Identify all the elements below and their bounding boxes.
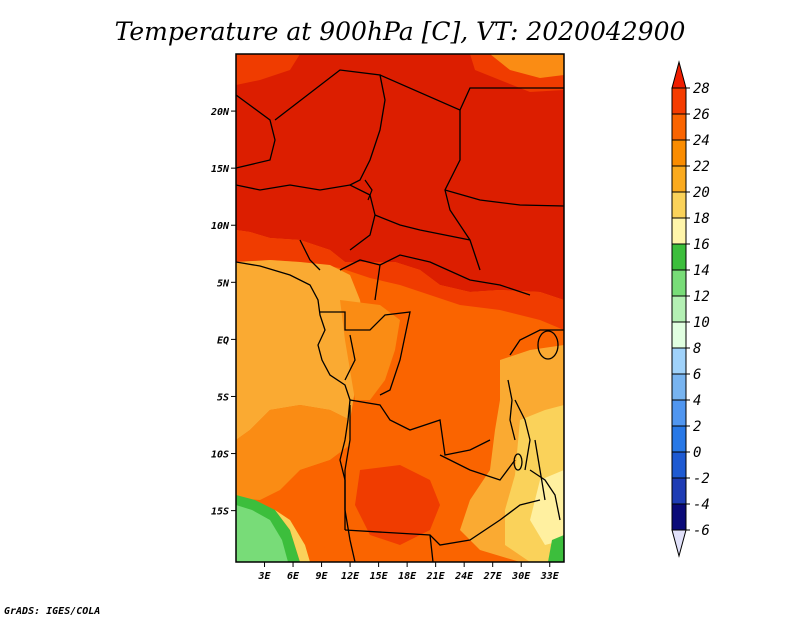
colorbar-bin (671, 295, 687, 323)
colorbar-bin (671, 503, 687, 531)
field-12-14-southwest (236, 505, 288, 562)
field-26-28-northwest (236, 54, 300, 85)
colorbar-bin (671, 217, 687, 245)
colorbar-label: 0 (693, 445, 701, 461)
colorbar-bottom-triangle (671, 529, 687, 558)
colorbar-bin (671, 477, 687, 505)
colorbar-bin (671, 243, 687, 271)
colorbar-top-triangle (671, 60, 687, 89)
y-tick-label: 15N (211, 164, 230, 175)
colorbar-bin (671, 399, 687, 427)
great-lakes (507, 330, 559, 501)
x-tick-label: 6E (287, 571, 300, 582)
y-axis: 20N 15N 10N 5N EQ 5S 10S 15S (210, 107, 236, 518)
country-boundaries (236, 69, 564, 562)
colorbar-label: 4 (693, 393, 701, 409)
field-22-24-congo (340, 300, 400, 400)
colorbar-bin (671, 165, 687, 193)
colorbar-bin (671, 191, 687, 219)
field-16-18-southwest-edge (275, 510, 310, 562)
x-tick-label: 18E (398, 571, 417, 582)
colorbar-bin (671, 347, 687, 375)
colorbar-label: 20 (693, 185, 710, 201)
map-panel: 3E 6E 9E 12E 15E 18E 21E 24E 27E 30E 33E 20N 15N 10N… (210, 53, 565, 582)
colorbar-label: 18 (693, 211, 710, 227)
x-tick-label: 33E (540, 571, 560, 582)
field-16-18-east (530, 470, 564, 545)
colorbar-label: 22 (693, 159, 710, 175)
x-tick-label: 27E (483, 571, 503, 582)
colorbar-bin (671, 269, 687, 297)
lake-chad-outline (364, 179, 373, 201)
x-tick-label: 15E (370, 571, 389, 582)
colorbar-label: -2 (693, 471, 710, 487)
field-26-28-north-edge (236, 230, 564, 330)
x-tick-label: 24E (454, 571, 474, 582)
x-tick-label: 9E (316, 571, 329, 582)
field-26-28-south (355, 465, 440, 545)
colorbar-bin (671, 373, 687, 401)
colorbar-label: -4 (693, 497, 710, 513)
colorbar-bin (671, 425, 687, 453)
colorbar-label: 2 (693, 419, 701, 435)
colorbar-label: 28 (693, 81, 710, 97)
colorbar-label: 8 (693, 341, 701, 357)
coastline (236, 261, 356, 562)
field-14-16-southeast (548, 535, 564, 562)
grads-credit: GrADS: IGES/COLA (4, 606, 100, 617)
x-tick-label: 21E (426, 571, 446, 582)
colorbar-bin (671, 87, 687, 115)
colorbar-label: 26 (693, 107, 710, 123)
x-tick-label: 12E (341, 571, 360, 582)
x-tick-label: 30E (511, 571, 531, 582)
y-tick-label: 20N (210, 107, 230, 118)
colorbar-label: 24 (693, 133, 710, 149)
colorbar-label: 10 (693, 315, 710, 331)
temperature-field (236, 54, 564, 562)
colorbar-label: -6 (693, 523, 710, 539)
y-tick-label: 15S (211, 507, 229, 518)
field-above-28-north (236, 54, 564, 300)
colorbar-bin (671, 139, 687, 167)
colorbar-label: 6 (693, 367, 701, 383)
map-frame (235, 53, 565, 563)
field-22-24-southwest (236, 405, 350, 500)
y-tick-label: 10N (211, 221, 230, 232)
colorbar-bin (671, 113, 687, 141)
y-tick-label: 10S (211, 450, 229, 461)
x-tick-label: 3E (257, 571, 271, 582)
field-20-22-west (236, 260, 365, 440)
map-title: Temperature at 900hPa [C], VT: 202004290… (115, 17, 686, 46)
field-22-24-northeast (490, 54, 564, 78)
y-tick-label: 5S (217, 392, 229, 403)
y-tick-label: EQ (217, 335, 229, 346)
colorbar-label: 16 (693, 237, 710, 253)
y-tick-label: 5N (217, 278, 230, 289)
x-axis: 3E 6E 9E 12E 15E 18E 21E 24E 27E 30E 33E (257, 562, 560, 582)
colorbar-label: 12 (693, 289, 710, 305)
colorbar-bin (671, 451, 687, 479)
colorbar-bin (671, 321, 687, 349)
colorbar-label: 14 (693, 263, 710, 279)
